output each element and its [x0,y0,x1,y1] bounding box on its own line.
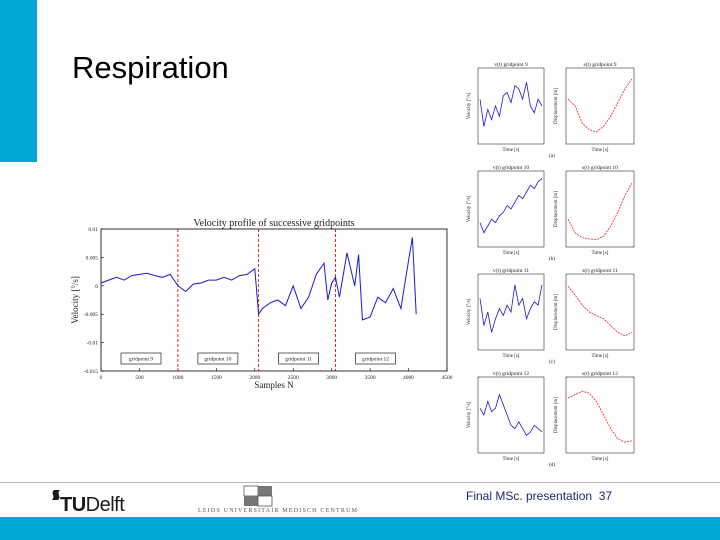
y-tick-label: -0.01 [87,341,99,347]
x-tick-label: 0 [100,375,103,381]
logo-text: Delft [85,494,125,516]
displacement-panel-ylabel: Displacement [m] [554,397,559,433]
velocity-panel-ylabel: Velocity [°/s] [467,298,472,325]
footer-bar [0,517,720,540]
page-number: 37 [598,489,613,503]
panel-caption: (c) [549,358,555,365]
segment-label-frame [120,352,162,365]
slide-title: Respiration [72,50,229,85]
displacement-panel-ylabel: Displacement [m] [554,191,559,227]
footer-divider [0,482,720,483]
displacement-panel-line [567,78,633,133]
segment-label-box: gridpoint 11 [278,352,319,365]
y-tick-label: 0 [95,284,98,290]
displacement-panel-xlabel: Time [s] [592,354,609,359]
displacement-panel-ylabel: Displacement [m] [554,294,559,330]
x-tick-label: 1500 [211,375,222,381]
x-tick-label: 3500 [365,375,376,381]
logo-text-bold: TU [60,494,86,516]
x-tick-label: 4500 [442,375,453,381]
y-tick-label: 0.01 [88,227,98,233]
displacement-panel-line [567,285,633,337]
segment-label: gridpoint 9 [129,357,154,363]
x-tick-label: 2000 [249,375,260,381]
velocity-panel-title: v(t) gridpoint 10 [493,164,530,171]
velocity-panel-ylabel: Velocity [°/s] [467,401,472,428]
segment-label-frame [355,352,396,365]
footer-text: Final MSc. presentation 37 [466,489,612,503]
tudelft-logo: TUDelft [60,494,125,517]
displacement-panel-line [567,182,633,241]
plot-frame [100,228,448,372]
segment-label-box: gridpoint 12 [355,352,396,365]
velocity-panel-title: v(t) gridpoint 11 [493,267,529,274]
velocity-panel-frame [477,67,545,145]
x-tick-label: 3000 [326,375,337,381]
velocity-panel-xlabel: Time [s] [503,251,520,256]
velocity-panel-line [479,82,543,127]
velocity-panel-ylabel: Velocity [°/s] [467,195,472,222]
velocity-panel-xlabel: Time [s] [503,457,520,462]
segment-label: gridpoint 12 [362,357,389,363]
y-tick-label: -0.015 [84,369,98,375]
velocity-panel-line [479,284,543,333]
velocity-panel-line [479,178,543,234]
displacement-panel-line [567,390,633,443]
panel-caption: (a) [549,152,555,159]
displacement-panel-xlabel: Time [s] [592,457,609,462]
velocity-series-line [100,237,417,321]
x-tick-label: 500 [135,375,144,381]
y-axis-label: Velocity [°/s] [70,276,80,324]
velocity-panel-title: v(t) gridpoint 9 [494,61,528,68]
segment-label-box: gridpoint 9 [120,352,162,365]
displacement-panel-xlabel: Time [s] [592,251,609,256]
accent-bar [0,0,37,162]
segment-label: gridpoint 11 [285,357,312,363]
velocity-panel-line [479,393,543,437]
lumc-caption: LEIDS UNIVERSITAIR MEDISCH CENTRUM [198,508,359,514]
panel-caption: (d) [549,461,556,468]
displacement-panel-frame [565,67,635,145]
segment-label: gridpoint 10 [204,357,231,363]
displacement-panel-frame [565,170,635,248]
x-tick-label: 1000 [172,375,183,381]
gridpoint-panels: v(t) gridpoint 9 Velocity [°/s] Time [s] s(… [467,61,635,468]
x-tick-label: 4000 [403,375,414,381]
segment-label-box: gridpoint 10 [197,352,239,365]
x-axis-label: Samples N [254,380,294,390]
displacement-panel-title: s(t) gridpoint 12 [582,370,618,377]
displacement-panel-title: s(t) gridpoint 9 [584,61,617,68]
velocity-panel-title: v(t) gridpoint 12 [493,370,530,377]
presentation-label: Final MSc. presentation [466,489,593,503]
displacement-panel-frame [565,376,635,454]
segment-label-frame [197,352,239,365]
velocity-profile-chart: Velocity profile of successive gridpoint… [70,218,453,390]
velocity-panel-ylabel: Velocity [°/s] [467,92,472,119]
displacement-panel-title: s(t) gridpoint 11 [582,267,618,274]
tudelft-flame-icon [52,490,60,500]
lumc-logo [243,485,273,507]
displacement-panel-title: s(t) gridpoint 10 [582,164,618,171]
y-tick-label: 0.005 [86,255,99,261]
displacement-panel-xlabel: Time [s] [592,148,609,153]
velocity-panel-frame [477,376,545,454]
x-tick-label: 2500 [288,375,299,381]
velocity-panel-xlabel: Time [s] [503,148,520,153]
chart-title: Velocity profile of successive gridpoint… [193,218,354,229]
displacement-panel-ylabel: Displacement [m] [554,88,559,124]
segment-label-frame [278,352,319,365]
displacement-panel-frame [565,273,635,351]
panel-caption: (b) [549,255,556,262]
velocity-panel-xlabel: Time [s] [503,354,520,359]
y-tick-label: -0.005 [84,312,98,318]
